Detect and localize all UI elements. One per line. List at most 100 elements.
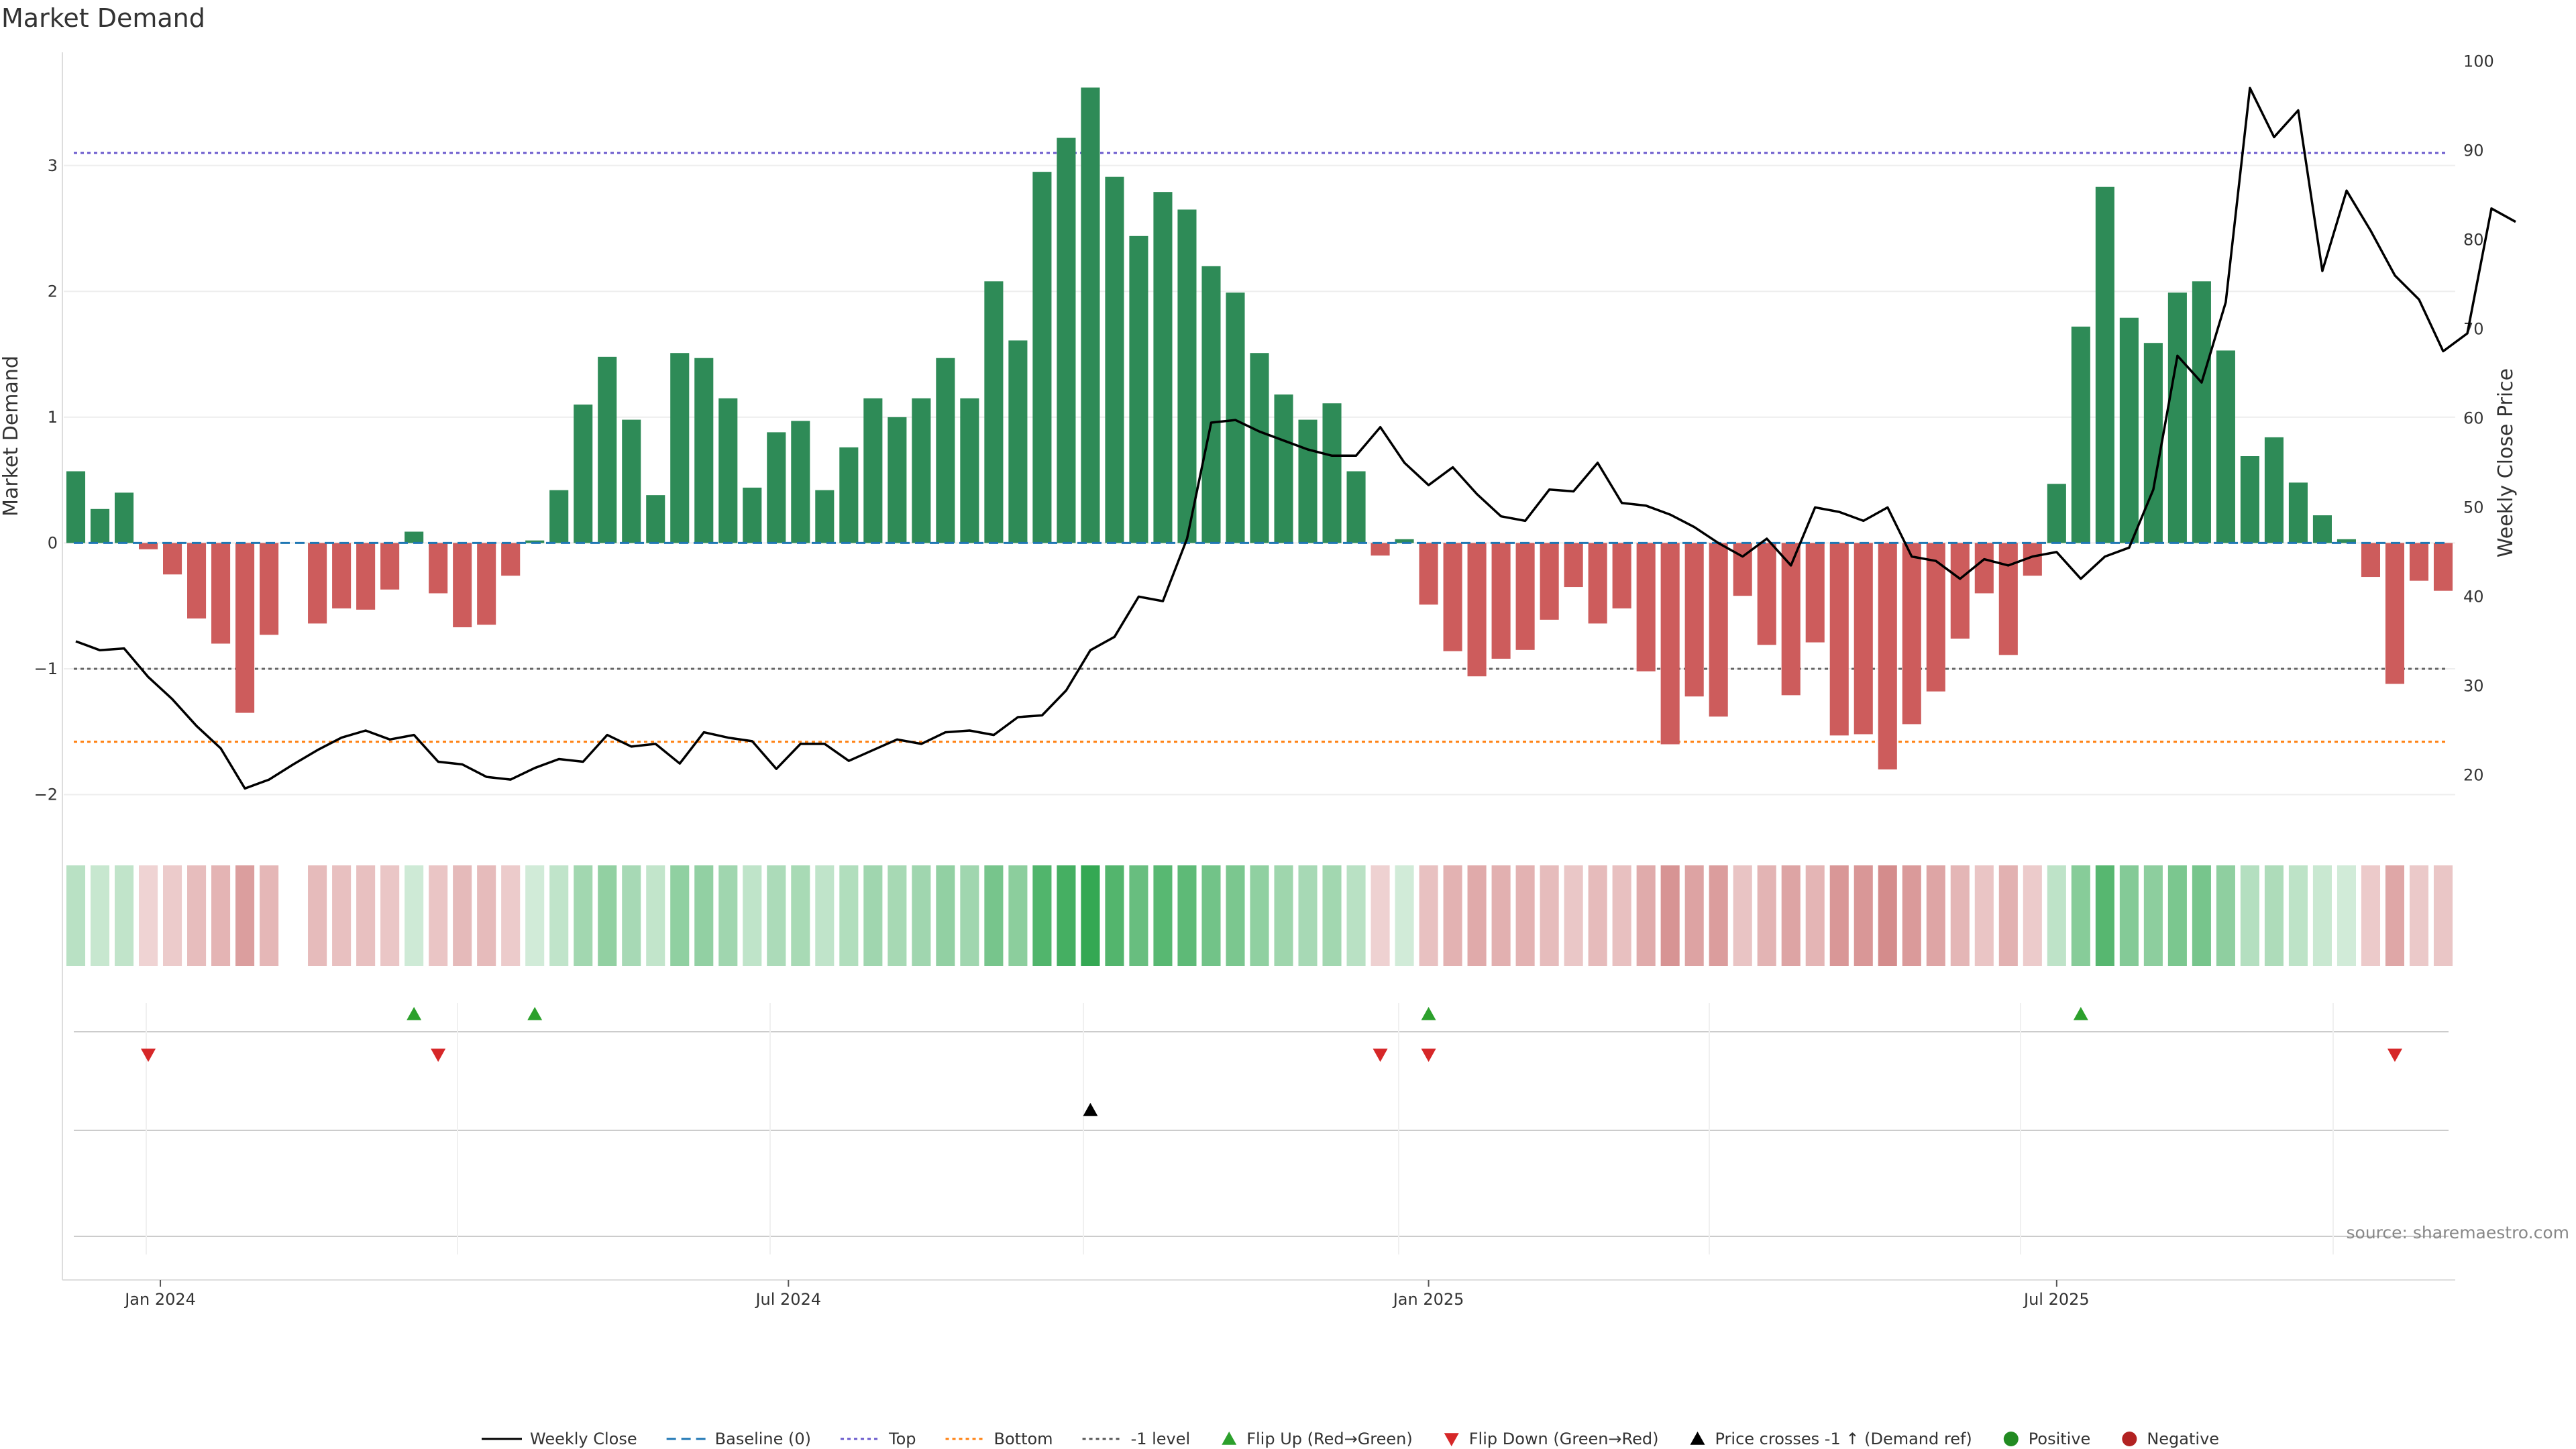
heat-cell [1081,865,1100,966]
demand-bar [2433,543,2453,591]
heat-cell [1274,865,1293,966]
demand-bar [2216,350,2235,543]
demand-bar [1829,543,1849,736]
heat-cell [90,865,110,966]
heat-cell [2119,865,2139,966]
demand-bar [1902,543,1921,724]
y-tick-label: −1 [34,659,58,678]
heat-cell [405,865,424,966]
legend-item: Flip Up (Red→Green) [1222,1430,1413,1448]
legend-swatch [1690,1432,1705,1445]
demand-bar [743,487,762,543]
demand-bar [622,419,641,543]
heat-cell [912,865,931,966]
heat-cell [1733,865,1752,966]
legend-label: Baseline (0) [715,1430,811,1448]
demand-bar [525,540,545,543]
flip-down-marker [1373,1049,1388,1062]
heat-cell [2143,865,2163,966]
flip-up-marker [407,1007,422,1020]
heat-cell [308,865,327,966]
demand-bar [1105,176,1124,543]
demand-bar [308,543,327,624]
legend-label: Positive [2029,1430,2091,1448]
heat-cell [2361,865,2381,966]
heat-cell [1201,865,1221,966]
demand-bar [1467,543,1487,677]
demand-bar [235,543,255,713]
chart-title: Market Demand [1,3,205,33]
heat-cell [791,865,810,966]
demand-bar [501,543,521,576]
heat-cell [2023,865,2042,966]
heat-cell [477,865,496,966]
legend-item: Price crosses -1 ↑ (Demand ref) [1690,1430,1972,1448]
demand-bar [1588,543,1607,624]
heat-cell [429,865,448,966]
y-tick-label: −2 [34,785,58,804]
heat-cell [356,865,376,966]
heat-cell [1491,865,1511,966]
x-tick-label: Jul 2025 [2023,1290,2090,1309]
flip-up-marker [527,1007,543,1020]
legend-item: Top [841,1430,916,1448]
demand-bar [1177,209,1197,543]
heat-cell [2312,865,2332,966]
heat-cell [622,865,641,966]
heat-cell [670,865,690,966]
demand-bar [2143,343,2163,543]
legend-swatch [1222,1432,1237,1445]
heat-cell [863,865,883,966]
demand-bar [1684,543,1704,697]
heat-cell [380,865,400,966]
demand-bar [2409,543,2429,581]
heat-cell [1371,865,1390,966]
demand-bar [1540,543,1559,620]
demand-bar [1419,543,1438,605]
legend-item: Bottom [945,1430,1053,1448]
heat-cell [260,865,279,966]
demand-bar [66,471,86,543]
legend-label: Flip Down (Green→Red) [1469,1430,1659,1448]
heat-cell [187,865,207,966]
demand-bar [1129,235,1148,543]
heat-cell [1950,865,1970,966]
heat-cell [598,865,617,966]
y2-tick-label: 30 [2463,676,2484,695]
demand-bar [380,543,400,590]
demand-bar [1201,266,1221,543]
y2-tick-label: 40 [2463,587,2484,606]
heat-cell [1105,865,1124,966]
heat-cell [1419,865,1438,966]
demand-bar [2264,437,2284,543]
heat-cell [1008,865,1028,966]
demand-bar [888,417,907,543]
demand-bar [863,398,883,543]
heat-cell [2192,865,2211,966]
flip-up-marker [1421,1007,1436,1020]
legend-item: -1 level [1082,1430,1190,1448]
demand-bar [767,432,786,543]
flip-down-marker [141,1049,156,1062]
demand-bar [114,492,134,543]
heat-cell [1322,865,1342,966]
demand-bar [187,543,207,619]
demand-bar [2361,543,2381,578]
demand-bar [1878,543,1897,769]
heat-cell [163,865,182,966]
demand-bar [429,543,448,594]
flip-up-marker [2073,1007,2088,1020]
demand-bar [912,398,931,543]
legend-item: Flip Down (Green→Red) [1444,1430,1659,1448]
heat-cell [1153,865,1173,966]
legend-label: Weekly Close [530,1430,637,1448]
flip-down-marker [431,1049,446,1062]
heat-cell [1540,865,1559,966]
heat-cell [718,865,738,966]
heat-cell [1636,865,1656,966]
heat-cell [646,865,665,966]
y2-tick-label: 90 [2463,141,2484,160]
demand-bar [1153,192,1173,543]
